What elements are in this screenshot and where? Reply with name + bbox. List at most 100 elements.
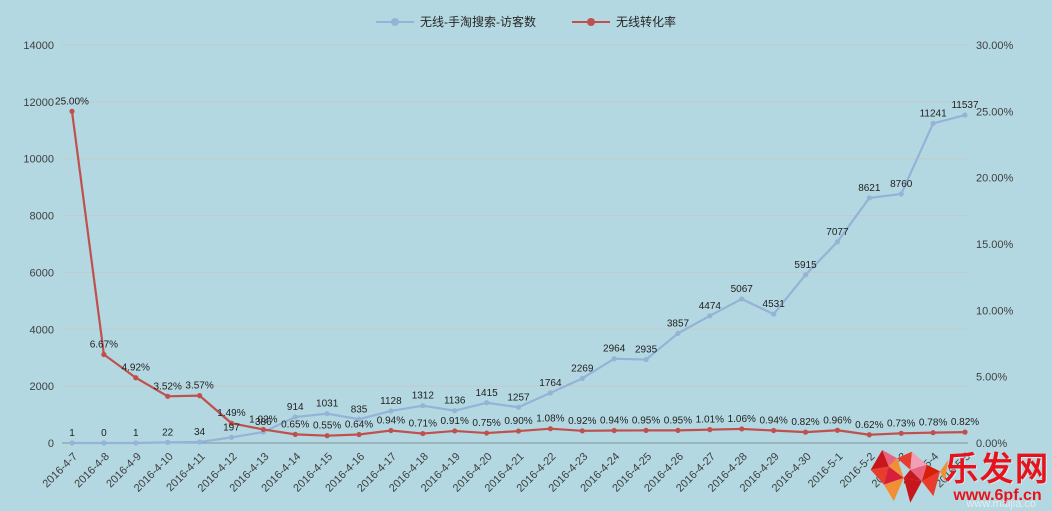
data-label: 0.64%: [345, 420, 373, 431]
data-label: 3.57%: [185, 381, 213, 392]
data-label: 1.02%: [249, 414, 277, 425]
data-point: [101, 440, 107, 446]
data-label: 4.92%: [122, 363, 150, 374]
data-label: 25.00%: [55, 96, 89, 107]
data-point: [930, 120, 936, 127]
data-point: [165, 393, 171, 399]
gridlines: [62, 44, 968, 444]
legend-item-conversion: 无线转化率: [571, 13, 676, 30]
data-point: [515, 404, 522, 410]
data-label: 1312: [412, 391, 435, 402]
data-label: 1415: [475, 388, 498, 399]
data-point: [133, 440, 139, 446]
right-axis-tick-label: 20.00%: [976, 173, 1014, 185]
data-point: [69, 108, 75, 114]
data-labels-conversion: 25.00% 6.67% 4.92%3.52% 3.57% 1.49% 1.02% 0.65…: [55, 96, 979, 431]
data-point: [771, 427, 777, 434]
data-point: [579, 375, 585, 382]
data-label: 0.78%: [919, 418, 947, 429]
data-point: [643, 427, 649, 433]
data-label: 914: [287, 402, 304, 413]
data-label: 0.94%: [377, 416, 405, 427]
data-point: [962, 112, 968, 118]
data-point: [834, 239, 841, 245]
data-label: 4474: [699, 301, 722, 312]
data-label: 22: [162, 427, 174, 438]
data-point: [165, 439, 171, 445]
left-axis-tick-label: 12000: [23, 97, 54, 109]
data-label: 0.82%: [791, 417, 819, 428]
data-point: [834, 427, 841, 433]
data-point: [388, 408, 394, 414]
data-label: 1031: [316, 399, 339, 410]
legend-label-visitors: 无线-手淘搜索-访客数: [419, 15, 536, 29]
data-point: [579, 428, 585, 434]
data-label: 6.67%: [90, 340, 118, 351]
legend-item-visitors: 无线-手淘搜索-访客数: [375, 13, 536, 30]
data-point: [962, 429, 968, 435]
data-point: [452, 408, 458, 414]
data-label: 0.75%: [472, 418, 500, 429]
data-label: 1: [133, 428, 139, 439]
legend-label-conversion: 无线转化率: [615, 15, 676, 29]
data-label: 1764: [539, 378, 562, 389]
data-label: 0.73%: [887, 418, 915, 429]
data-label: 0: [101, 428, 107, 439]
data-point: [388, 427, 394, 434]
data-point: [228, 420, 235, 426]
right-axis-tick-label: 5.00%: [976, 372, 1007, 384]
data-point: [69, 440, 75, 446]
watermark: 乐发网 www.6pf.cn www.maijia.co: [861, 445, 1050, 511]
watermark-site-url: www.6pf.cn: [953, 487, 1042, 504]
data-point: [739, 296, 745, 302]
left-axis-tick-label: 6000: [30, 267, 54, 279]
data-label: 0.94%: [759, 416, 787, 427]
data-point: [930, 430, 936, 436]
data-point: [707, 313, 713, 319]
data-label: 2269: [571, 363, 594, 374]
data-point: [292, 431, 298, 437]
left-axis-tick-label: 4000: [30, 324, 54, 336]
right-axis-tick-label: 15.00%: [976, 239, 1014, 251]
data-label: 1136: [444, 396, 466, 407]
data-point: [420, 403, 426, 409]
data-point: [707, 427, 713, 433]
series-visitors: [69, 112, 968, 446]
watermark-text: 乐发网 www.6pf.cn: [945, 452, 1050, 504]
data-label: 0.92%: [568, 416, 596, 427]
data-label: 197: [223, 422, 240, 433]
data-point: [802, 429, 809, 435]
data-point: [484, 430, 490, 436]
data-label: 0.65%: [281, 419, 309, 430]
right-axis-tick-label: 0.00%: [976, 438, 1007, 450]
data-point: [515, 428, 522, 434]
data-label: 386: [255, 417, 272, 428]
right-axis-tick-label: 30.00%: [976, 40, 1014, 52]
data-label: 8621: [858, 183, 881, 194]
data-point: [228, 434, 235, 440]
data-labels-visitors: 1 0 1 22 34 197 386 914 1031 835 1128 1312 1136 1415 1…: [69, 100, 979, 439]
data-label: 0.82%: [951, 417, 979, 428]
data-label: 0.96%: [823, 415, 851, 426]
data-point: [802, 272, 809, 278]
data-point: [611, 356, 617, 362]
data-label: 2964: [603, 344, 626, 355]
bull-logo-icon: [870, 449, 949, 503]
data-label: 0.90%: [504, 416, 532, 427]
data-label: 1.08%: [536, 414, 564, 425]
data-point: [356, 431, 362, 438]
data-point: [324, 433, 330, 439]
data-label: 8760: [890, 179, 913, 190]
data-point: [196, 393, 203, 399]
data-point: [547, 426, 553, 432]
data-label: 0.91%: [441, 416, 469, 427]
data-label: 3.52%: [153, 381, 181, 392]
data-label: 835: [351, 404, 368, 415]
right-axis-tick-label: 10.00%: [976, 305, 1014, 317]
series-conversion: [69, 108, 968, 439]
data-label: 11241: [920, 108, 948, 119]
data-label: 7077: [826, 227, 849, 238]
data-point: [260, 426, 266, 433]
